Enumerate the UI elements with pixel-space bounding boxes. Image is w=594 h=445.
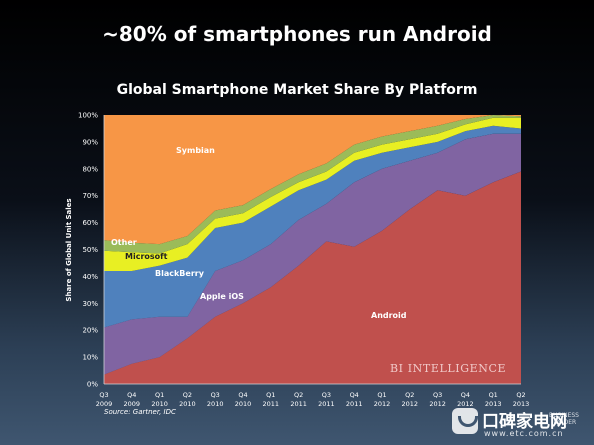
x-tick-label: Q2 2010 bbox=[179, 391, 196, 408]
x-tick-label: Q3 2011 bbox=[318, 391, 335, 408]
y-tick-label: 60% bbox=[82, 219, 98, 227]
y-tick-label: 70% bbox=[82, 192, 98, 200]
slide-title: ~80% of smartphones run Android bbox=[102, 22, 492, 46]
x-tick-labels: Q3 2009 Q4 2009 Q1 2010 Q2 2010 Q3 2010 Q4 2010 Q1 20… bbox=[96, 391, 530, 408]
chart-title: Global Smartphone Market Share By Platfo… bbox=[116, 82, 478, 98]
series-label-symbian: Symbian bbox=[176, 146, 215, 155]
site-watermark: 口碑家电网 www.etc.com.cn bbox=[452, 404, 590, 442]
site-logo-icon bbox=[452, 408, 478, 434]
series-label-apple-ios: Apple iOS bbox=[200, 292, 244, 301]
x-tick-label: Q4 2011 bbox=[346, 391, 363, 408]
series-label-microsoft: Microsoft bbox=[125, 252, 168, 261]
x-tick-label: Q3 2012 bbox=[429, 391, 446, 408]
area-blackberry bbox=[104, 125, 521, 328]
x-tick-label: Q4 2012 bbox=[457, 391, 474, 408]
y-tick-label: 90% bbox=[82, 138, 98, 146]
area-other bbox=[104, 115, 521, 254]
source-note: Source: Gartner, IDC bbox=[104, 408, 176, 416]
area-microsoft bbox=[104, 117, 521, 271]
series-label-android: Android bbox=[371, 311, 407, 320]
stacked-areas bbox=[104, 115, 521, 384]
site-watermark-url: www.etc.com.cn bbox=[484, 429, 564, 438]
x-tick-label: Q1 2011 bbox=[263, 391, 280, 408]
y-tick-label: 80% bbox=[82, 165, 98, 173]
business-insider-watermark: BUSINESS INSIDER bbox=[549, 412, 579, 426]
y-tick-label: 50% bbox=[82, 246, 98, 254]
y-tick-label: 40% bbox=[82, 273, 98, 281]
area-android bbox=[104, 171, 521, 384]
series-label-other: Other bbox=[111, 238, 137, 247]
y-tick-label: 20% bbox=[82, 327, 98, 335]
site-watermark-name: 口碑家电网 bbox=[482, 412, 567, 432]
chart-axes bbox=[103, 115, 521, 385]
x-tick-label: Q3 2009 bbox=[96, 391, 113, 408]
y-tick-label: 100% bbox=[78, 112, 98, 120]
area-apple-ios bbox=[104, 133, 521, 375]
x-tick-label: Q4 2010 bbox=[235, 391, 252, 408]
series-labels: Android Apple iOS BlackBerry Microsoft Other… bbox=[111, 146, 407, 320]
area-symbian bbox=[104, 115, 521, 245]
x-tick-label: Q3 2010 bbox=[207, 391, 224, 408]
x-tick-label: Q1 2012 bbox=[374, 391, 391, 408]
y-tick-label: 0% bbox=[87, 381, 98, 389]
y-axis-label: Share of Global Unit Sales bbox=[65, 198, 73, 301]
x-tick-label: Q2 2013 bbox=[513, 391, 530, 408]
x-tick-label: Q1 2013 bbox=[485, 391, 502, 408]
series-label-blackberry: BlackBerry bbox=[155, 269, 205, 278]
y-tick-labels: 0% 10% 20% 30% 40% 50% 60% 70% 80% 90% 100% bbox=[78, 112, 98, 389]
x-tick-label: Q4 2009 bbox=[124, 391, 141, 408]
y-tick-label: 30% bbox=[82, 300, 98, 308]
y-tick-label: 10% bbox=[82, 354, 98, 362]
x-tick-label: Q2 2012 bbox=[402, 391, 419, 408]
bi-intelligence-watermark: BI INTELLIGENCE bbox=[390, 362, 507, 375]
x-tick-label: Q2 2011 bbox=[290, 391, 307, 408]
x-tick-label: Q1 2010 bbox=[151, 391, 168, 408]
